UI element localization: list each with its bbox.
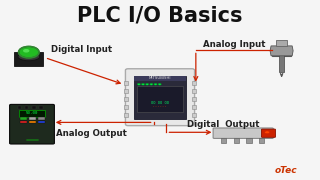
Bar (29, 117, 36, 120)
Text: Digital Input: Digital Input (51, 45, 112, 54)
Ellipse shape (18, 53, 40, 61)
FancyBboxPatch shape (10, 104, 54, 144)
Text: Analog Output: Analog Output (56, 129, 127, 138)
Bar (124, 89, 128, 93)
Text: PLC I/O Basics: PLC I/O Basics (77, 5, 243, 25)
Text: MITSUBISHI: MITSUBISHI (149, 76, 171, 80)
Bar (246, 138, 252, 143)
Text: 00  00  00: 00 00 00 (151, 101, 169, 105)
Circle shape (158, 83, 161, 85)
Circle shape (150, 83, 153, 85)
Circle shape (19, 46, 39, 58)
Bar (124, 81, 128, 85)
Bar (25, 106, 28, 109)
FancyBboxPatch shape (213, 128, 273, 138)
Bar (38, 121, 45, 123)
Bar (124, 113, 128, 117)
FancyArrowPatch shape (281, 74, 283, 76)
Circle shape (154, 83, 157, 85)
Bar (20, 117, 27, 120)
Circle shape (146, 83, 149, 85)
Bar (32, 106, 36, 109)
Polygon shape (270, 46, 293, 56)
Text: Digital  Output: Digital Output (187, 120, 260, 129)
Circle shape (137, 83, 140, 85)
Bar (134, 76, 186, 119)
Bar (137, 86, 183, 112)
Bar (192, 89, 196, 93)
Text: Analog Input: Analog Input (203, 40, 266, 49)
Bar (134, 76, 186, 81)
Circle shape (23, 49, 29, 53)
Text: 50.00: 50.00 (26, 111, 38, 115)
Bar (234, 138, 239, 143)
Text: oTec: oTec (275, 166, 298, 175)
FancyBboxPatch shape (261, 129, 276, 137)
Bar (26, 139, 38, 140)
Bar (14, 52, 43, 66)
FancyBboxPatch shape (125, 69, 195, 126)
Circle shape (265, 131, 270, 134)
Bar (192, 113, 196, 117)
Bar (29, 121, 36, 123)
Bar (272, 46, 291, 56)
Circle shape (141, 83, 145, 85)
Bar (18, 106, 21, 109)
Bar (192, 97, 196, 101)
Bar (20, 121, 27, 123)
Bar (19, 110, 45, 117)
Bar (192, 105, 196, 109)
Bar (221, 138, 226, 143)
Bar (276, 40, 287, 46)
Bar (259, 138, 264, 143)
Bar (38, 117, 45, 120)
Bar (279, 54, 284, 72)
Text: - - - - - -: - - - - - - (153, 104, 167, 108)
Bar (39, 106, 43, 109)
Bar (124, 105, 128, 109)
Bar (192, 81, 196, 85)
Bar (124, 97, 128, 101)
